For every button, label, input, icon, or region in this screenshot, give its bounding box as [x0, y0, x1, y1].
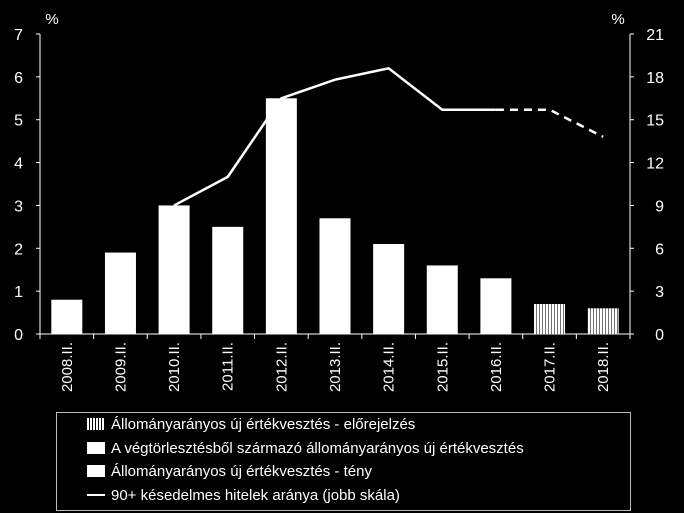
right-tick-label: 21: [646, 27, 664, 44]
x-tick-label: 2012.II.: [273, 342, 290, 392]
bar-actual: [480, 278, 512, 334]
bar-actual: [104, 252, 136, 334]
x-tick-label: 2017.II.: [542, 342, 559, 392]
right-tick-label: 3: [655, 284, 664, 301]
legend-swatch-prepayment: [87, 442, 105, 454]
left-tick-label: 3: [14, 198, 23, 215]
legend-swatch-actual: [87, 465, 105, 477]
left-axis-unit: %: [45, 11, 58, 28]
right-tick-label: 15: [646, 113, 664, 130]
legend-item-actual: Állományarányos új értékvesztés - tény: [87, 461, 372, 481]
legend-item-forecast: Állományarányos új értékvesztés - előrej…: [87, 414, 415, 434]
x-tick-label: 2016.II.: [488, 342, 505, 392]
bar-forecast: [534, 304, 566, 334]
left-tick-label: 2: [14, 241, 23, 258]
left-tick-label: 7: [14, 27, 23, 44]
legend: Állományarányos új értékvesztés - előrej…: [56, 412, 631, 511]
x-tick-label: 2018.II.: [595, 342, 612, 392]
bar-actual: [212, 226, 244, 334]
bar-actual: [51, 299, 83, 334]
legend-label-prepayment: A végtörlesztésből származó állományarán…: [111, 439, 524, 457]
left-tick-label: 5: [14, 113, 23, 130]
left-tick-label: 6: [14, 70, 23, 87]
right-tick-label: 9: [655, 198, 664, 215]
left-tick-label: 0: [14, 327, 23, 344]
x-tick-label: 2015.II.: [434, 342, 451, 392]
x-tick-label: 2011.II.: [220, 342, 237, 391]
bar-actual: [426, 265, 458, 334]
x-tick-label: 2008.II.: [59, 342, 76, 392]
bar-actual: [319, 218, 351, 334]
bar-forecast: [587, 308, 619, 334]
legend-label-npl-ratio: 90+ késedelmes hitelek aránya (jobb skál…: [111, 486, 400, 504]
right-tick-label: 12: [646, 156, 664, 173]
bar-actual: [265, 98, 297, 335]
x-tick-label: 2014.II.: [381, 342, 398, 392]
x-tick-label: 2013.II.: [327, 342, 344, 392]
left-tick-label: 1: [14, 284, 23, 301]
left-tick-label: 4: [14, 156, 23, 173]
line-npl-ratio-actual: [173, 66, 496, 207]
legend-label-actual: Állományarányos új értékvesztés - tény: [111, 462, 372, 480]
legend-swatch-npl-ratio: [87, 494, 105, 496]
right-tick-label: 0: [655, 327, 664, 344]
right-tick-label: 6: [655, 241, 664, 258]
legend-label-forecast: Állományarányos új értékvesztés - előrej…: [111, 415, 416, 433]
x-tick-label: 2010.II.: [166, 342, 183, 392]
line-npl-ratio-forecast: [495, 108, 604, 138]
bar-actual: [158, 205, 190, 334]
bar-actual: [373, 244, 405, 334]
legend-item-prepayment: A végtörlesztésből származó állományarán…: [87, 438, 524, 458]
legend-swatch-forecast: [87, 418, 105, 430]
right-axis-unit: %: [611, 11, 624, 28]
right-tick-label: 18: [646, 70, 664, 87]
legend-item-npl-ratio: 90+ késedelmes hitelek aránya (jobb skál…: [87, 485, 400, 505]
x-tick-label: 2009.II.: [112, 342, 129, 392]
